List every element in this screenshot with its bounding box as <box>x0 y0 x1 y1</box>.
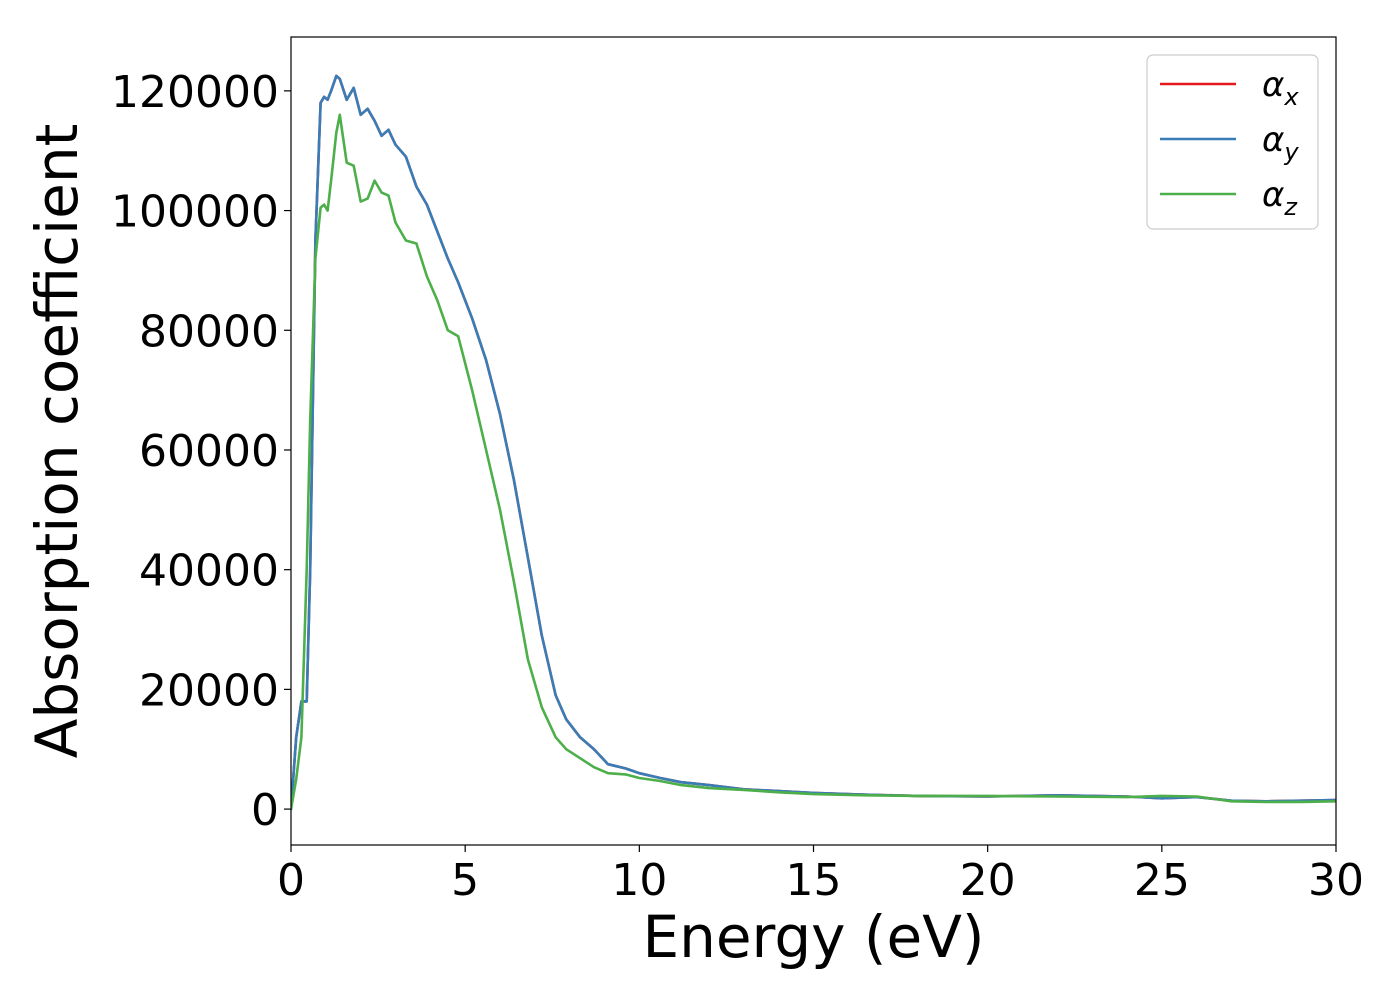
y-tick-label: 80000 <box>139 306 279 357</box>
x-tick-label: 20 <box>960 855 1016 906</box>
x-tick-label: 5 <box>451 855 479 906</box>
x-tick-label: 15 <box>786 855 842 906</box>
y-tick-label: 40000 <box>139 546 279 597</box>
x-tick-label: 0 <box>277 855 305 906</box>
legend-label-alpha-x: αx <box>1262 65 1299 111</box>
y-axis-label: Absorption coefficient <box>23 124 91 759</box>
y-axis-ticks: 0 20000 40000 60000 80000 100000 120000 <box>111 67 291 836</box>
x-tick-label: 30 <box>1308 855 1364 906</box>
y-tick-label: 100000 <box>111 187 279 238</box>
legend-label-alpha-z: αz <box>1262 175 1298 221</box>
legend-label-alpha-y: αy <box>1262 120 1299 166</box>
series-line-alpha-z <box>291 113 1336 811</box>
x-axis-label: Energy (eV) <box>642 903 984 971</box>
x-tick-label: 25 <box>1134 855 1190 906</box>
x-axis-ticks: 0 5 10 15 20 25 30 <box>277 845 1364 906</box>
series-layer <box>291 74 1336 811</box>
x-tick-label: 10 <box>611 855 667 906</box>
y-tick-label: 0 <box>251 785 279 836</box>
y-tick-label: 20000 <box>139 665 279 716</box>
legend: αx αy αz <box>1146 54 1319 230</box>
y-tick-label: 60000 <box>139 426 279 477</box>
y-tick-label: 120000 <box>111 67 279 118</box>
legend-box <box>1146 54 1319 230</box>
